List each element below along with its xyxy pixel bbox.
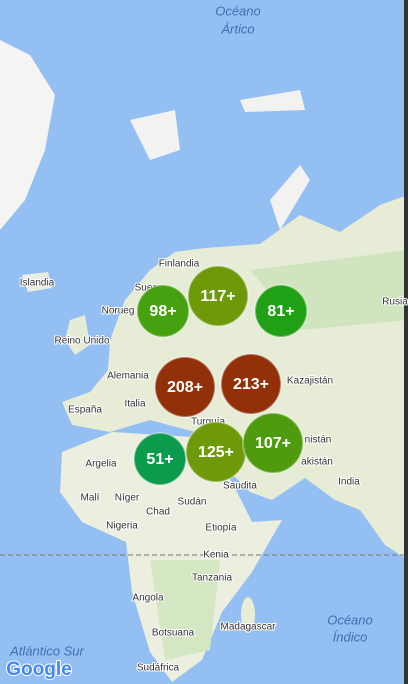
- country-label: Nigeria: [106, 521, 138, 532]
- cluster-marker[interactable]: [242, 412, 304, 474]
- cluster-label[interactable]: 125+: [198, 444, 234, 461]
- ocean-label: Índico: [333, 629, 368, 644]
- cluster-marker[interactable]: [133, 432, 187, 486]
- country-label: Saudita: [223, 481, 257, 492]
- cluster-label[interactable]: 98+: [149, 303, 176, 320]
- country-label: Sudán: [178, 497, 207, 508]
- country-label: Italia: [124, 399, 146, 410]
- cluster-marker[interactable]: [187, 265, 249, 327]
- country-label: Kenia: [203, 550, 229, 561]
- country-label: Kazajistán: [287, 376, 333, 387]
- country-label: Finlandia: [159, 259, 200, 270]
- cluster-marker[interactable]: [154, 356, 216, 418]
- ocean-label: Atlántico Sur: [9, 643, 84, 658]
- cluster-marker[interactable]: [220, 353, 282, 415]
- country-label: Reino Unido: [54, 336, 109, 347]
- country-label: Tanzania: [192, 573, 232, 584]
- uk: [65, 315, 90, 355]
- labels: Océano Ártico Finlandia Islandia Suec No…: [9, 3, 408, 674]
- google-logo: Google: [6, 659, 71, 680]
- edge: [404, 0, 408, 684]
- country-label: Rusia: [382, 297, 408, 308]
- country-label: Malí: [81, 493, 100, 504]
- country-label: Angola: [132, 593, 164, 604]
- savanna: [150, 560, 220, 660]
- ocean-label: Océano: [327, 612, 373, 627]
- clusters: 117+ 98+ 81+ 208+ 213+ 51+ 125+ 107+: [133, 265, 308, 486]
- country-label: Norueg: [102, 306, 135, 317]
- country-label: Etiopía: [205, 523, 237, 534]
- country-label: Chad: [146, 507, 170, 518]
- country-label: nistán: [305, 435, 332, 446]
- cluster-label[interactable]: 213+: [233, 376, 269, 393]
- cluster-label[interactable]: 51+: [146, 451, 173, 468]
- africa: [60, 432, 282, 682]
- country-label: Islandia: [20, 278, 55, 289]
- cluster-marker[interactable]: [136, 284, 190, 338]
- country-label: India: [338, 477, 360, 488]
- cluster-label[interactable]: 81+: [267, 303, 294, 320]
- country-label: Madagascar: [220, 622, 276, 633]
- arctic-islands: [130, 90, 310, 230]
- country-label: Botsuana: [152, 628, 195, 639]
- country-label: Sudáfrica: [137, 663, 180, 674]
- cluster-label[interactable]: 107+: [255, 435, 291, 452]
- ocean-label: Océano: [215, 3, 261, 18]
- country-label: Argelia: [85, 459, 117, 470]
- greenland: [0, 40, 55, 230]
- ocean-label: Ártico: [220, 21, 254, 36]
- country-label: España: [68, 405, 102, 416]
- cluster-label[interactable]: 117+: [200, 288, 235, 305]
- country-label: Alemania: [107, 371, 149, 382]
- madagascar: [241, 597, 255, 633]
- cluster-marker[interactable]: [254, 284, 308, 338]
- country-label: akistán: [301, 457, 333, 468]
- cluster-label[interactable]: 208+: [167, 379, 203, 396]
- country-label: Níger: [115, 493, 140, 504]
- iceland: [22, 272, 52, 292]
